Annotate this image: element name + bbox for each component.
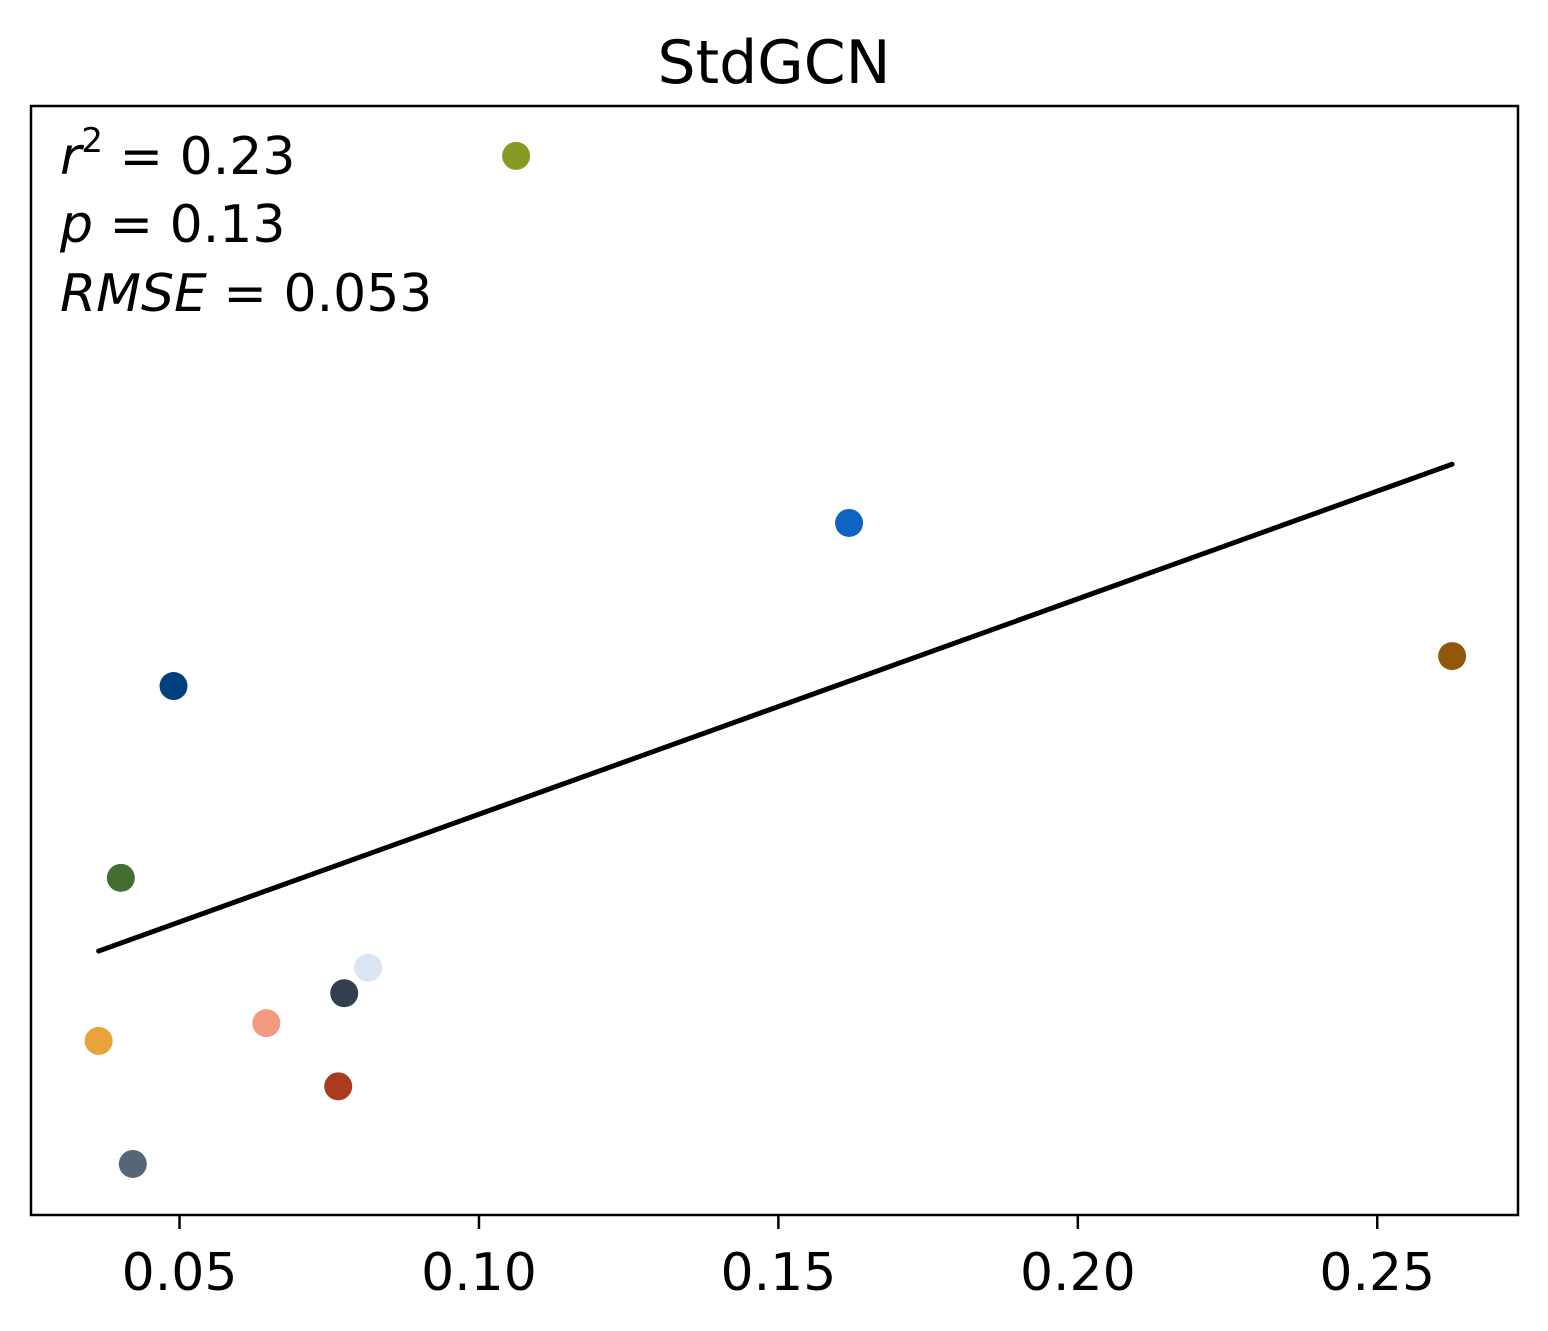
regression-line: [96, 461, 1455, 954]
data-point-4: [159, 672, 188, 701]
x-tick-label: 0.10: [421, 1243, 537, 1303]
data-point-10: [324, 1072, 353, 1101]
data-point-3: [1438, 642, 1467, 671]
r2-annotation: r2 = 0.23: [60, 121, 295, 187]
chart-title: StdGCN: [658, 28, 891, 98]
data-point-6: [354, 953, 383, 982]
plot-frame: [29, 104, 1520, 1217]
data-point-7: [330, 979, 359, 1008]
stats-annotation: r2 = 0.23 p = 0.13 RMSE = 0.053: [59, 121, 432, 324]
data-point-8: [252, 1009, 281, 1038]
data-point-11: [118, 1149, 147, 1178]
x-tick-label: 0.20: [1020, 1243, 1136, 1303]
x-tick-label: 0.05: [122, 1243, 238, 1303]
data-point-1: [502, 141, 531, 170]
data-point-9: [84, 1026, 113, 1055]
data-point-2: [835, 508, 864, 537]
rmse-annotation: RMSE = 0.053: [60, 264, 432, 324]
plot-area: [29, 104, 1520, 1217]
p-annotation: p = 0.13: [59, 195, 285, 255]
data-point-5: [106, 863, 135, 892]
x-tick-label: 0.25: [1319, 1243, 1435, 1303]
x-axis: 0.05 0.10 0.15 0.20 0.25: [122, 1215, 1435, 1303]
x-tick-label: 0.15: [721, 1243, 837, 1303]
